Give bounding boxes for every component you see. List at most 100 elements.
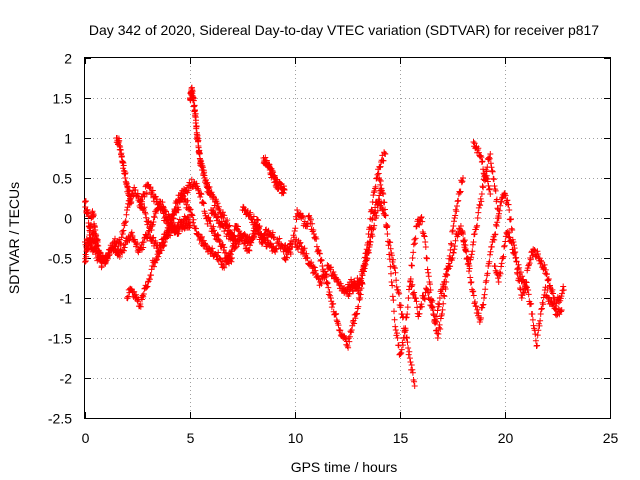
data-point-marker bbox=[436, 324, 442, 331]
data-point-marker bbox=[517, 269, 524, 276]
data-point-marker bbox=[482, 286, 489, 293]
y-tick-label: 1.5 bbox=[53, 91, 73, 107]
data-point-marker bbox=[150, 234, 157, 241]
data-point-marker bbox=[140, 293, 147, 300]
data-point-marker bbox=[122, 219, 129, 226]
data-point-marker bbox=[187, 206, 194, 213]
data-point-marker bbox=[382, 212, 389, 219]
y-tick-label: -1 bbox=[60, 291, 73, 307]
data-point-marker bbox=[491, 183, 498, 189]
data-point-marker bbox=[366, 241, 373, 248]
data-point-marker bbox=[492, 231, 499, 238]
data-point-marker bbox=[360, 268, 367, 275]
data-point-marker bbox=[465, 260, 472, 267]
data-point-marker bbox=[190, 216, 197, 223]
data-point-marker bbox=[141, 193, 148, 200]
data-point-marker bbox=[149, 221, 156, 228]
data-point-marker bbox=[486, 258, 493, 265]
data-point-marker bbox=[357, 295, 364, 301]
data-point-marker bbox=[409, 290, 416, 297]
data-point-marker bbox=[195, 231, 202, 237]
data-point-marker bbox=[478, 198, 485, 205]
y-tick-label: 0.5 bbox=[53, 171, 73, 187]
data-point-marker bbox=[380, 157, 387, 164]
data-point-marker bbox=[475, 204, 482, 211]
data-point-marker bbox=[328, 304, 335, 311]
data-point-marker bbox=[151, 214, 158, 221]
data-point-marker bbox=[249, 234, 256, 241]
data-point-marker bbox=[145, 219, 151, 225]
data-point-marker bbox=[171, 229, 178, 236]
data-point-marker bbox=[460, 231, 466, 237]
y-tick-label: -2 bbox=[60, 371, 73, 387]
data-point-marker bbox=[264, 237, 271, 244]
data-point-marker bbox=[333, 310, 340, 317]
data-point-marker bbox=[188, 211, 195, 218]
data-point-marker bbox=[376, 176, 383, 183]
data-point-marker bbox=[366, 238, 373, 245]
data-point-marker bbox=[321, 275, 328, 281]
data-point-marker bbox=[215, 249, 222, 256]
data-point-marker bbox=[390, 297, 397, 304]
data-point-marker bbox=[436, 321, 443, 328]
data-point-marker bbox=[520, 289, 527, 296]
data-point-marker bbox=[410, 249, 417, 256]
data-point-marker bbox=[454, 203, 460, 209]
data-point-marker bbox=[223, 249, 229, 256]
data-point-marker bbox=[283, 254, 290, 261]
data-point-marker bbox=[459, 227, 466, 234]
data-point-marker bbox=[425, 273, 432, 280]
data-point-marker bbox=[411, 289, 418, 296]
data-point-marker bbox=[184, 197, 191, 204]
data-point-marker bbox=[457, 189, 463, 196]
data-point-marker bbox=[535, 251, 541, 257]
data-point-marker bbox=[121, 244, 128, 251]
data-point-marker bbox=[247, 242, 253, 249]
data-point-marker bbox=[434, 307, 441, 314]
data-point-marker bbox=[469, 288, 476, 295]
data-point-marker bbox=[276, 235, 283, 242]
data-point-marker bbox=[402, 327, 409, 334]
data-point-marker bbox=[154, 196, 160, 203]
data-point-marker bbox=[468, 279, 475, 285]
data-point-marker bbox=[324, 280, 331, 287]
data-point-marker bbox=[400, 313, 407, 320]
data-point-marker bbox=[473, 224, 480, 231]
data-point-marker bbox=[248, 239, 255, 246]
data-point-marker bbox=[440, 300, 447, 307]
data-point-marker bbox=[422, 239, 429, 245]
data-point-marker bbox=[531, 247, 538, 253]
data-point-marker bbox=[308, 259, 315, 266]
data-point-marker bbox=[364, 255, 371, 262]
data-point-marker bbox=[375, 196, 382, 203]
data-point-marker bbox=[502, 192, 509, 199]
data-point-marker bbox=[124, 207, 130, 213]
data-point-marker bbox=[483, 277, 490, 284]
data-point-marker bbox=[521, 279, 528, 286]
data-point-marker bbox=[382, 151, 389, 157]
data-point-marker bbox=[540, 301, 547, 308]
data-point-marker bbox=[179, 226, 186, 233]
data-point-marker bbox=[473, 303, 480, 310]
data-point-marker bbox=[506, 234, 513, 241]
data-point-marker bbox=[505, 201, 512, 208]
data-point-marker bbox=[423, 286, 430, 293]
data-point-marker bbox=[128, 199, 135, 205]
plot-frame bbox=[84, 57, 611, 419]
data-point-marker bbox=[376, 164, 383, 171]
data-point-marker bbox=[149, 223, 156, 229]
data-point-marker bbox=[470, 239, 477, 245]
data-point-marker bbox=[498, 263, 505, 270]
data-point-marker bbox=[515, 261, 522, 268]
data-point-marker bbox=[520, 279, 527, 285]
y-tick-label: -1.5 bbox=[48, 331, 72, 347]
data-point-marker bbox=[307, 216, 314, 223]
data-point-marker bbox=[133, 291, 139, 298]
data-point-marker bbox=[451, 243, 458, 250]
data-point-marker bbox=[403, 334, 410, 341]
data-point-marker bbox=[270, 234, 277, 240]
data-point-marker bbox=[387, 245, 394, 252]
data-point-marker bbox=[137, 301, 144, 307]
data-point-marker bbox=[368, 206, 375, 213]
data-point-marker bbox=[411, 378, 418, 385]
